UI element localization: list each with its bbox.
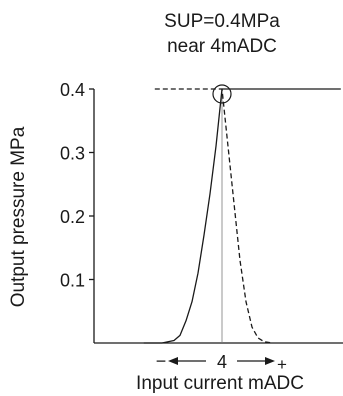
x-plus-label: + [277,355,287,374]
marker-circle [212,84,232,104]
series-layer [143,88,341,344]
y-tick-label: 0.1 [60,271,85,291]
y-tick-label: 0.4 [60,80,85,100]
x-minus-arrowhead [168,357,178,365]
title-line-1: SUP=0.4MPa [164,11,280,32]
y-tick-label: 0.2 [60,207,85,227]
y-axis-label: Output pressure MPa [8,126,29,307]
y-tick-label: 0.3 [60,144,85,164]
solid-series-line [143,88,341,344]
dashed-series-line [154,88,273,344]
x-center-label: 4 [217,352,227,372]
x-axis-label: Input current mADC [136,373,304,394]
y-ticks: 0.1 0.2 0.3 0.4 [60,80,94,291]
x-minus-label: − [156,351,167,371]
title-line-2: near 4mADC [167,36,277,57]
x-plus-arrowhead [265,357,275,365]
